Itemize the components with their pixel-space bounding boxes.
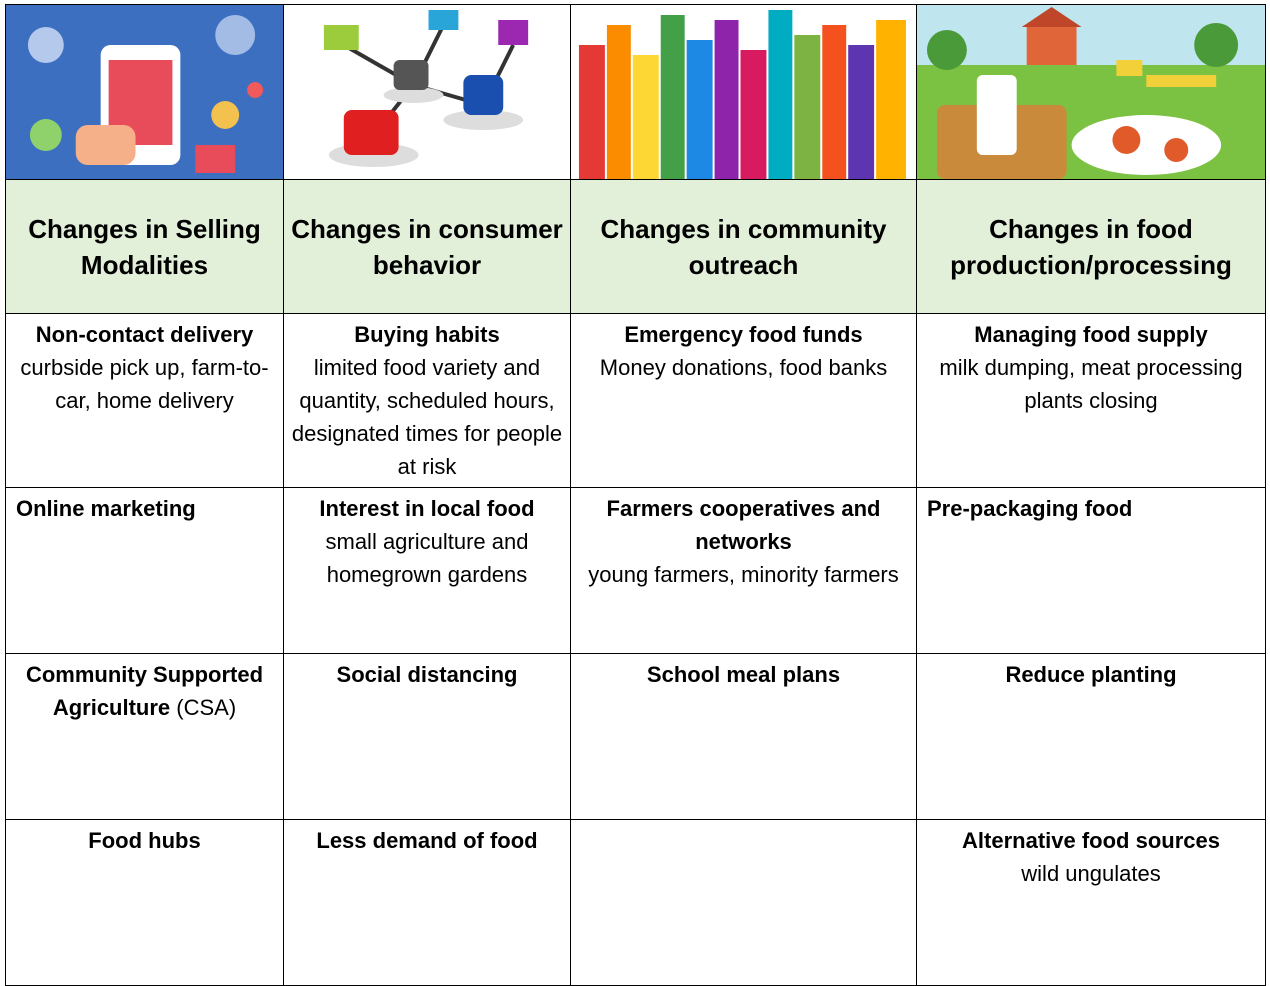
cell: School meal plans: [570, 653, 917, 820]
cell-title: Community Supported Agriculture: [25, 662, 264, 720]
cell-title: Managing food supply: [974, 322, 1208, 347]
cell-title: Buying habits: [354, 322, 500, 347]
table-row: Online marketing Interest in local food s…: [5, 487, 1266, 654]
cell-title: Reduce planting: [1005, 662, 1177, 687]
cell-title: School meal plans: [646, 662, 841, 687]
table-row: Non-contact delivery curbside pick up, fa…: [5, 313, 1266, 488]
cell: Emergency food funds Money donations, foo…: [570, 313, 917, 488]
image-cell: [283, 4, 571, 180]
image-row: [5, 4, 1266, 180]
cell: Reduce planting: [916, 653, 1266, 820]
cell: Pre-packaging food: [916, 487, 1266, 654]
header-row: Changes in Selling Modalities Changes in…: [5, 179, 1266, 314]
table-row: Food hubs Less demand of food Alternativ…: [5, 819, 1266, 986]
raised-hands-image: [571, 5, 916, 179]
cell: Buying habits limited food variety and qu…: [283, 313, 571, 488]
cell-title: Interest in local food: [319, 496, 535, 521]
cell: Food hubs: [5, 819, 284, 986]
cell: Interest in local food small agriculture …: [283, 487, 571, 654]
cell: Alternative food sources wild ungulates: [916, 819, 1266, 986]
cell: Non-contact delivery curbside pick up, fa…: [5, 313, 284, 488]
page: Changes in Selling Modalities Changes in…: [5, 4, 1266, 986]
cell-title: Food hubs: [88, 828, 201, 853]
cell-detail: milk dumping, meat processing plants clo…: [939, 355, 1243, 413]
cell-title: Less demand of food: [316, 828, 538, 853]
cell: [570, 819, 917, 986]
cell-detail: young farmers, minority farmers: [588, 562, 899, 587]
cell-title: Online marketing: [16, 496, 196, 521]
cell-detail: curbside pick up, farm-to-car, home deli…: [20, 355, 269, 413]
header-cell: Changes in food production/processing: [916, 179, 1266, 314]
cell-detail: small agriculture and homegrown gardens: [325, 529, 529, 587]
cell-title: Emergency food funds: [624, 322, 863, 347]
cell-title: Alternative food sources: [962, 828, 1220, 853]
header-cell: Changes in Selling Modalities: [5, 179, 284, 314]
cell: Community Supported Agriculture (CSA): [5, 653, 284, 820]
cell-title: Social distancing: [336, 662, 518, 687]
food-table: Changes in Selling Modalities Changes in…: [5, 4, 1266, 986]
table-row: Community Supported Agriculture (CSA) So…: [5, 653, 1266, 820]
cell: Online marketing: [5, 487, 284, 654]
image-cell: [5, 4, 284, 180]
cell-suffix: (CSA): [176, 695, 237, 720]
cell: Social distancing: [283, 653, 571, 820]
network-people-image: [284, 5, 570, 179]
cell-title: Pre-packaging food: [927, 496, 1133, 521]
cell: Farmers cooperatives and networks young f…: [570, 487, 917, 654]
farm-image: [917, 5, 1265, 179]
image-cell: [570, 4, 917, 180]
header-cell: Changes in community outreach: [570, 179, 917, 314]
cell-title: Non-contact delivery: [35, 322, 254, 347]
cell-detail: limited food variety and quantity, sched…: [291, 355, 563, 479]
image-cell: [916, 4, 1266, 180]
cell-title: Farmers cooperatives and networks: [606, 496, 881, 554]
cell-detail: wild ungulates: [1021, 861, 1161, 886]
header-cell: Changes in consumer behavior: [283, 179, 571, 314]
cell-detail: Money donations, food banks: [599, 355, 888, 380]
cell: Managing food supply milk dumping, meat p…: [916, 313, 1266, 488]
cell: Less demand of food: [283, 819, 571, 986]
online-shopping-image: [6, 5, 283, 179]
